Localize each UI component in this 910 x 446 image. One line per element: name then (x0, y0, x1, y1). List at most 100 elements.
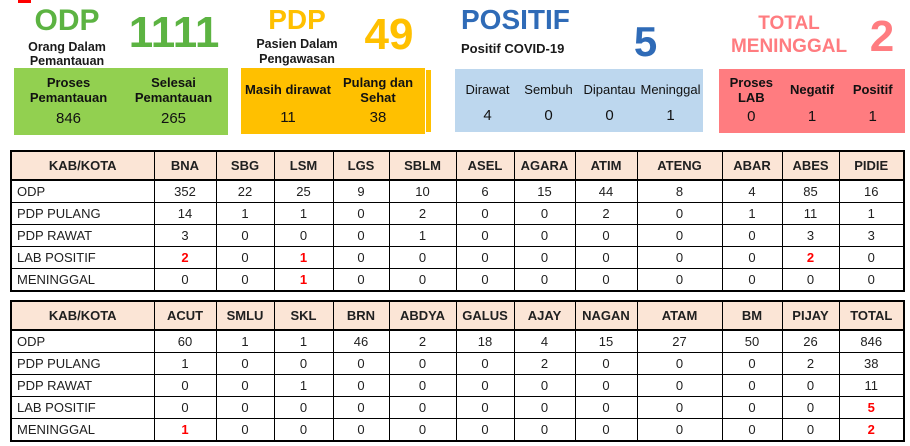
pdp-subtitle: Pasien Dalam Pengawasan (256, 37, 338, 66)
stat-label: Positif (852, 82, 893, 98)
table-cell: 2 (838, 418, 905, 442)
row-label: ODP (10, 179, 155, 203)
card-stat: Selesai Pemantauan 265 (121, 72, 226, 132)
row-label: LAB POSITIF (10, 396, 155, 419)
total-meninggal-title-block: TOTAL MENINGGAL (719, 5, 859, 59)
table-header-cell: AJAY (513, 300, 576, 331)
table-cell: 0 (574, 418, 638, 442)
table-cell: 0 (636, 202, 723, 225)
district-table-2: KAB/KOTA ACUT SMLU SKL BRN ABDYA GALUS AJAY NAGA… (10, 300, 905, 442)
table-cell: 2 (574, 202, 638, 225)
table-cell: 0 (332, 246, 390, 269)
table-cell: 1 (153, 418, 217, 442)
table-cell: 1 (838, 202, 905, 225)
table-cell: 0 (215, 268, 275, 292)
table-cell: 4 (513, 329, 576, 353)
pdp-total-number: 49 (364, 10, 414, 59)
table-header-cell: BM (721, 300, 783, 331)
positif-total-number: 5 (633, 18, 658, 65)
table-cell: 0 (388, 374, 457, 397)
table-header-row: KAB/KOTA ACUT SMLU SKL BRN ABDYA GALUS AJAY NAGA… (10, 300, 905, 331)
stat-label: Negatif (789, 82, 835, 98)
table-cell: 0 (781, 374, 840, 397)
table-cell: 0 (513, 224, 576, 247)
table-cell: 2 (153, 246, 217, 269)
table-header-cell: BRN (332, 300, 390, 331)
odp-total-number: 1111 (128, 8, 220, 57)
table-cell: 2 (388, 202, 457, 225)
pdp-card-head: PDP Pasien Dalam Pengawasan 49 (241, 5, 425, 66)
odp-stats-box: Proses Pemantauan 846 Selesai Pemantauan 26… (14, 68, 228, 135)
table-cell: 0 (721, 374, 783, 397)
table-cell: 15 (574, 329, 638, 353)
table-cell: 1 (388, 224, 457, 247)
table-cell: 0 (332, 418, 390, 442)
table-header-cell: ATIM (574, 150, 638, 181)
row-label: PDP PULANG (10, 352, 155, 375)
table-cell: 0 (388, 418, 457, 442)
stat-label: Dirawat (465, 81, 510, 97)
table-header-cell: TOTAL (838, 300, 905, 331)
table-cell: 0 (455, 246, 515, 269)
stat-label: Dipantau (583, 81, 636, 97)
table-header-cell: SKL (273, 300, 334, 331)
table-cell: 0 (781, 396, 840, 419)
table-cell: 0 (513, 202, 576, 225)
table-header-cell: AGARA (513, 150, 576, 181)
table-cell: 1 (721, 202, 783, 225)
row-label: ODP (10, 329, 155, 353)
table-cell: 0 (215, 352, 275, 375)
table-header-cell: ATENG (636, 150, 723, 181)
pdp-card: PDP Pasien Dalam Pengawasan 49 Masih dir… (241, 5, 425, 134)
table-cell: 0 (215, 224, 275, 247)
table-cell: 50 (721, 329, 783, 353)
table-cell: 9 (332, 179, 390, 203)
table-cell: 5 (838, 396, 905, 419)
table-cell: 0 (455, 418, 515, 442)
table-cell: 0 (455, 202, 515, 225)
table-cell: 15 (513, 179, 576, 203)
table-header-cell: ABES (781, 150, 840, 181)
table-cell: 0 (574, 396, 638, 419)
table-cell: 0 (721, 268, 783, 292)
table-cell: 0 (636, 352, 723, 375)
table-cell: 0 (215, 374, 275, 397)
row-label: MENINGGAL (10, 418, 155, 442)
table-cell: 11 (781, 202, 840, 225)
card-stat: Proses Pemantauan 846 (16, 72, 121, 132)
stat-value: 1 (666, 107, 675, 124)
table-cell: 0 (636, 268, 723, 292)
total-meninggal-card: TOTAL MENINGGAL 2 Proses LAB 0 Negatif 1 Pos… (719, 5, 905, 133)
table-cell: 0 (721, 418, 783, 442)
table-cell: 0 (574, 246, 638, 269)
table-cell: 11 (838, 374, 905, 397)
table-cell: 0 (273, 396, 334, 419)
table-cell: 2 (781, 352, 840, 375)
table-cell: 0 (273, 224, 334, 247)
stat-label: Meninggal (640, 81, 701, 97)
table-cell: 0 (513, 246, 576, 269)
table-cell: 0 (574, 352, 638, 375)
table-cell: 0 (388, 268, 457, 292)
table-cell: 0 (332, 224, 390, 247)
table-cell: 1 (215, 202, 275, 225)
stat-value: 0 (544, 107, 553, 124)
stat-label: Masih dirawat (245, 82, 331, 98)
table-cell: 0 (721, 352, 783, 375)
table-cell: 0 (513, 268, 576, 292)
table-cell: 0 (273, 418, 334, 442)
table-row: MENINGGAL 1 0 0 0 0 0 0 0 0 0 0 2 (10, 418, 905, 442)
stat-label: Proses LAB (729, 74, 774, 105)
table-cell: 0 (332, 374, 390, 397)
card-stat: Meninggal 1 (640, 73, 701, 129)
positif-title: POSITIF (461, 4, 570, 35)
table-cell: 0 (273, 352, 334, 375)
table-cell: 26 (781, 329, 840, 353)
total-meninggal-number: 2 (869, 12, 895, 61)
table-cell: 16 (838, 179, 905, 203)
row-label: LAB POSITIF (10, 246, 155, 269)
card-stat: Dipantau 0 (579, 73, 640, 129)
table-header-cell: ATAM (636, 300, 723, 331)
table-cell: 2 (513, 352, 576, 375)
